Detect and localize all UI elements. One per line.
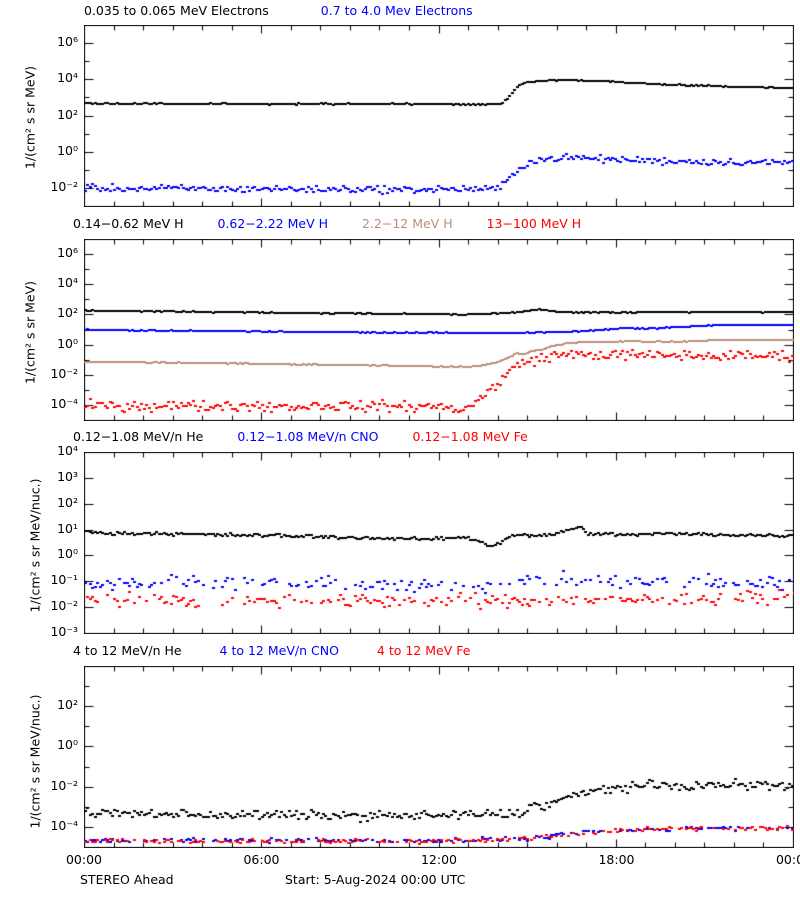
legend-item-0: 0.14−0.62 MeV H (73, 216, 184, 231)
plot-canvas-panel-3 (84, 452, 794, 634)
legend-item-2: 2.2−12 MeV H (361, 216, 453, 231)
ytick-label: 10⁴ (57, 443, 78, 458)
plot-canvas-panel-1 (84, 25, 794, 207)
legend-item-1: 0.7 to 4.0 Mev Electrons (320, 3, 473, 18)
ytick-labels-panel-3: 10⁻³ 10⁻² 10⁻¹ 10⁰ 10¹ 10² 10³ 10⁴ (0, 443, 84, 639)
ytick-label: 10⁰ (57, 335, 78, 351)
panel-protons: 0.14−0.62 MeV H 0.62−2.22 MeV H 2.2−12 M… (0, 213, 800, 426)
ytick-label: 10⁻² (50, 365, 78, 381)
panel-high-energy-ions: 4 to 12 MeV/n He 4 to 12 MeV/n CNO 4 to … (0, 639, 800, 859)
ytick-label: 10² (57, 697, 78, 713)
ytick-label: 10⁰ (57, 142, 78, 158)
xtick-label: 06:00 (243, 852, 280, 867)
legend-item-2: 4 to 12 MeV Fe (376, 643, 471, 658)
xtick-label: 12:00 (420, 852, 458, 867)
legend-item-0: 0.035 to 0.065 MeV Electrons (84, 3, 269, 18)
ytick-label: 10⁻² (50, 777, 78, 793)
ytick-label: 10⁰ (57, 546, 78, 562)
ytick-label: 10⁻² (50, 178, 78, 194)
legend-item-1: 0.12−1.08 MeV/n CNO (237, 429, 379, 444)
legend-item-2: 0.12−1.08 MeV Fe (412, 429, 528, 444)
legend-item-1: 0.62−2.22 MeV H (217, 216, 328, 231)
legend-panel-2: 0.14−0.62 MeV H 0.62−2.22 MeV H 2.2−12 M… (73, 216, 581, 234)
spacecraft-label: STEREO Ahead (80, 872, 174, 887)
ytick-label: 10¹ (57, 520, 78, 536)
ytick-label: 10² (57, 305, 78, 321)
xtick-label: 00:00 (775, 852, 800, 867)
xtick-label: 18:00 (598, 852, 635, 867)
ytick-label: 10⁻¹ (50, 572, 78, 588)
ytick-labels-panel-1: 10⁻² 10⁰ 10² 10⁴ 10⁶ (0, 25, 84, 207)
panel-electrons: 0.035 to 0.065 MeV Electrons 0.7 to 4.0 … (0, 0, 800, 210)
ytick-label: 10⁻³ (50, 624, 78, 639)
ytick-label: 10⁻⁴ (50, 817, 78, 833)
ytick-labels-panel-4: 10⁻⁴ 10⁻² 10⁰ 10² (0, 666, 84, 848)
legend-item-3: 13−100 MeV H (486, 216, 582, 231)
legend-panel-3: 0.12−1.08 MeV/n He 0.12−1.08 MeV/n CNO 0… (73, 429, 528, 447)
start-time-label: Start: 5-Aug-2024 00:00 UTC (285, 872, 466, 887)
ytick-label: 10⁰ (57, 737, 78, 753)
legend-item-0: 4 to 12 MeV/n He (73, 643, 182, 658)
ytick-label: 10⁻² (50, 598, 78, 614)
legend-panel-1: 0.035 to 0.065 MeV Electrons 0.7 to 4.0 … (84, 3, 473, 21)
xtick-label: 00:00 (65, 852, 103, 867)
ytick-label: 10² (57, 106, 78, 122)
ytick-label: 10⁶ (57, 245, 78, 261)
legend-item-1: 4 to 12 MeV/n CNO (219, 643, 339, 658)
xaxis-tick-labels: 00:00 06:00 12:00 18:00 00:00 (0, 852, 800, 870)
ytick-label: 10² (57, 494, 78, 510)
ytick-label: 10³ (57, 468, 78, 484)
legend-item-0: 0.12−1.08 MeV/n He (73, 429, 204, 444)
ytick-label: 10⁶ (57, 34, 78, 50)
plot-canvas-panel-4 (84, 666, 794, 848)
ytick-label: 10⁻⁴ (50, 395, 78, 411)
panel-low-energy-ions: 0.12−1.08 MeV/n He 0.12−1.08 MeV/n CNO 0… (0, 426, 800, 639)
plot-canvas-panel-2 (84, 239, 794, 421)
ytick-label: 10⁴ (57, 70, 78, 86)
ytick-labels-panel-2: 10⁻⁴ 10⁻² 10⁰ 10² 10⁴ 10⁶ (0, 239, 84, 421)
ytick-label: 10⁴ (57, 275, 78, 291)
legend-panel-4: 4 to 12 MeV/n He 4 to 12 MeV/n CNO 4 to … (73, 643, 470, 661)
